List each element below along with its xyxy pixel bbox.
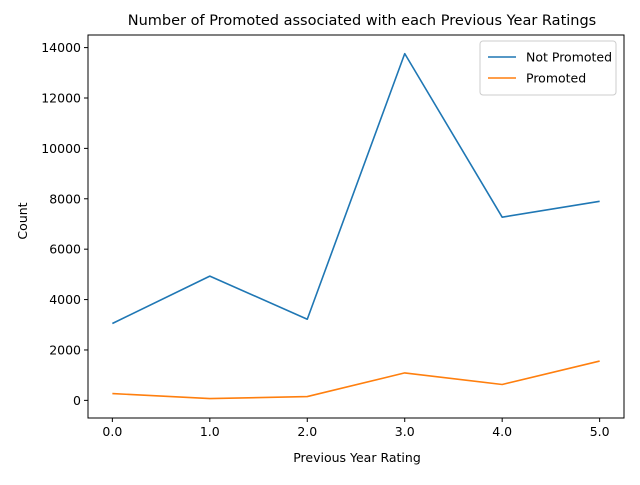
y-axis-label: Count [15, 202, 30, 239]
series-line-not-promoted [112, 52, 600, 325]
legend: Not Promoted Promoted [479, 40, 617, 96]
y-tick-label: 8000 [49, 191, 81, 206]
y-axis-ticks: 0 2000 4000 6000 8000 10000 12000 14000 [41, 40, 88, 408]
series-lines [112, 52, 600, 400]
chart-title: Number of Promoted associated with each … [128, 13, 596, 29]
x-tick-label: 5.0 [590, 424, 610, 439]
y-tick-label: 4000 [49, 292, 81, 307]
legend-label-not-promoted: Not Promoted [526, 50, 612, 65]
x-tick-label: 0.0 [102, 424, 122, 439]
y-tick-label: 12000 [41, 90, 81, 105]
y-tick-label: 2000 [49, 342, 81, 357]
x-tick-label: 4.0 [492, 424, 512, 439]
y-tick-label: 6000 [49, 242, 81, 257]
legend-box [479, 40, 617, 96]
axes-frame [87, 34, 625, 419]
series-line-promoted [112, 360, 600, 400]
x-axis-ticks: 0.0 1.0 2.0 3.0 4.0 5.0 [102, 418, 610, 439]
legend-label-promoted: Promoted [526, 71, 586, 86]
y-tick-label: 0 [73, 393, 81, 408]
x-tick-label: 1.0 [200, 424, 220, 439]
y-tick-label: 10000 [41, 141, 81, 156]
x-axis-label: Previous Year Rating [293, 450, 421, 465]
x-tick-label: 2.0 [297, 424, 317, 439]
x-tick-label: 3.0 [395, 424, 415, 439]
y-tick-label: 14000 [41, 40, 81, 55]
